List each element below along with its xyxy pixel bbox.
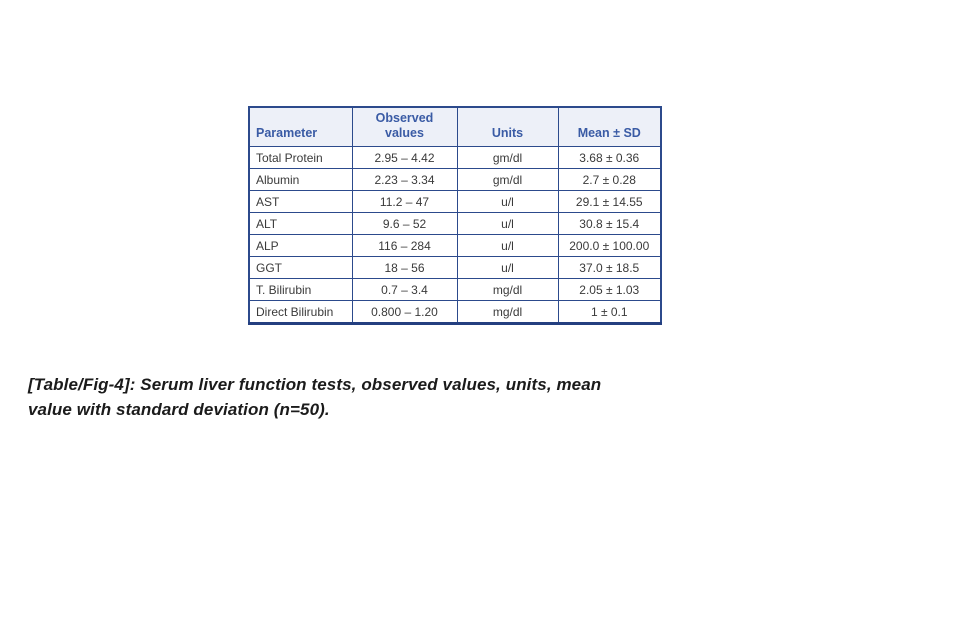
cell-parameter: Albumin bbox=[248, 168, 353, 191]
cell-units: mg/dl bbox=[456, 278, 559, 301]
col-header-units: Units bbox=[456, 106, 559, 147]
table-row-ast: AST 11.2 – 47 u/l 29.1 ± 14.55 bbox=[248, 190, 662, 213]
cell-parameter: AST bbox=[248, 190, 353, 213]
cell-units: u/l bbox=[456, 256, 559, 279]
table-row-total-protein: Total Protein 2.95 – 4.42 gm/dl 3.68 ± 0… bbox=[248, 146, 662, 169]
col-header-mean-sd: Mean ± SD bbox=[557, 106, 662, 147]
cell-mean-sd: 3.68 ± 0.36 bbox=[557, 146, 662, 169]
col-header-parameter: Parameter bbox=[248, 106, 353, 147]
cell-parameter: T. Bilirubin bbox=[248, 278, 353, 301]
cell-observed-values: 11.2 – 47 bbox=[351, 190, 458, 213]
table-row-t-bilirubin: T. Bilirubin 0.7 – 3.4 mg/dl 2.05 ± 1.03 bbox=[248, 278, 662, 301]
cell-units: mg/dl bbox=[456, 300, 559, 324]
figure-caption: [Table/Fig-4]: Serum liver function test… bbox=[28, 373, 788, 422]
table-row-alt: ALT 9.6 – 52 u/l 30.8 ± 15.4 bbox=[248, 212, 662, 235]
table-header-row: Parameter Observed values Units Mean ± S… bbox=[248, 106, 662, 147]
cell-observed-values: 0.7 – 3.4 bbox=[351, 278, 458, 301]
figure-caption-line-1: [Table/Fig-4]: Serum liver function test… bbox=[28, 375, 602, 394]
cell-mean-sd: 2.7 ± 0.28 bbox=[557, 168, 662, 191]
cell-mean-sd: 200.0 ± 100.00 bbox=[557, 234, 662, 257]
cell-units: u/l bbox=[456, 234, 559, 257]
cell-observed-values: 2.95 – 4.42 bbox=[351, 146, 458, 169]
table-row-ggt: GGT 18 – 56 u/l 37.0 ± 18.5 bbox=[248, 256, 662, 279]
cell-parameter: Total Protein bbox=[248, 146, 353, 169]
table-row-direct-bilirubin: Direct Bilirubin 0.800 – 1.20 mg/dl 1 ± … bbox=[248, 300, 662, 324]
col-header-observed-values: Observed values bbox=[351, 106, 458, 147]
cell-mean-sd: 1 ± 0.1 bbox=[557, 300, 662, 324]
cell-observed-values: 2.23 – 3.34 bbox=[351, 168, 458, 191]
liver-function-table: Parameter Observed values Units Mean ± S… bbox=[248, 106, 662, 325]
cell-observed-values: 116 – 284 bbox=[351, 234, 458, 257]
cell-units: gm/dl bbox=[456, 146, 559, 169]
cell-units: u/l bbox=[456, 212, 559, 235]
cell-observed-values: 9.6 – 52 bbox=[351, 212, 458, 235]
cell-observed-values: 18 – 56 bbox=[351, 256, 458, 279]
liver-function-table-figure: Parameter Observed values Units Mean ± S… bbox=[248, 106, 662, 325]
cell-parameter: GGT bbox=[248, 256, 353, 279]
cell-observed-values: 0.800 – 1.20 bbox=[351, 300, 458, 324]
table-row-albumin: Albumin 2.23 – 3.34 gm/dl 2.7 ± 0.28 bbox=[248, 168, 662, 191]
cell-parameter: Direct Bilirubin bbox=[248, 300, 353, 324]
cell-mean-sd: 2.05 ± 1.03 bbox=[557, 278, 662, 301]
cell-units: u/l bbox=[456, 190, 559, 213]
table-row-alp: ALP 116 – 284 u/l 200.0 ± 100.00 bbox=[248, 234, 662, 257]
cell-parameter: ALT bbox=[248, 212, 353, 235]
cell-parameter: ALP bbox=[248, 234, 353, 257]
cell-units: gm/dl bbox=[456, 168, 559, 191]
cell-mean-sd: 29.1 ± 14.55 bbox=[557, 190, 662, 213]
cell-mean-sd: 30.8 ± 15.4 bbox=[557, 212, 662, 235]
cell-mean-sd: 37.0 ± 18.5 bbox=[557, 256, 662, 279]
figure-caption-line-2: value with standard deviation (n=50). bbox=[28, 399, 330, 419]
